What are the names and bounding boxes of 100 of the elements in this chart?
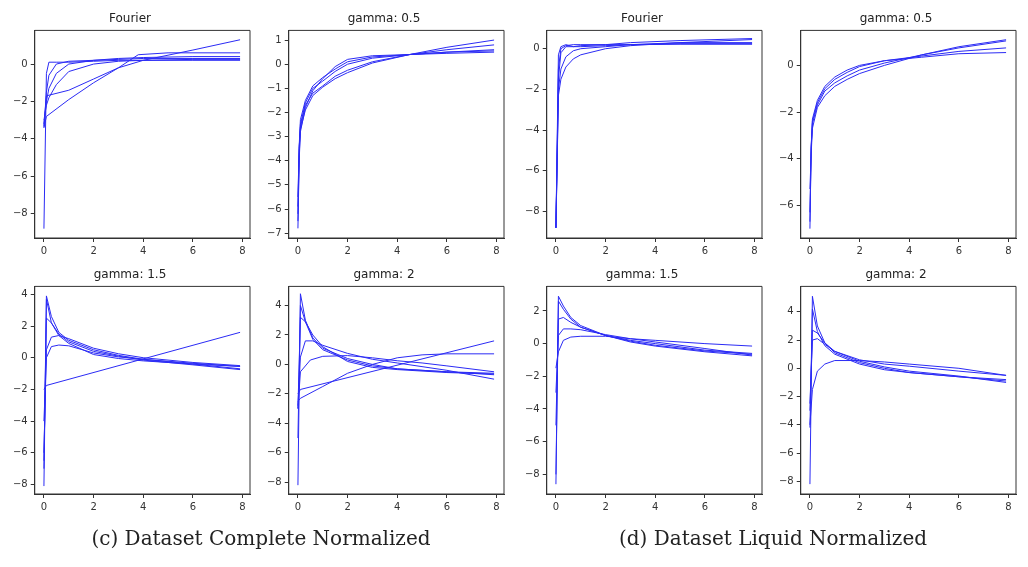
x-tick-label: 8 [751, 500, 758, 512]
x-tick-label: 6 [443, 244, 451, 256]
x-tick-label: 8 [1005, 244, 1012, 256]
y-tick-label: −8 [12, 207, 28, 219]
y-tick-label: 4 [275, 299, 282, 311]
x-tick-label: 4 [140, 500, 147, 512]
x-tick-label: 0 [806, 500, 814, 512]
x-tick-label: 4 [906, 244, 913, 256]
x-tick-label: 0 [294, 500, 302, 512]
x-tick-label: 0 [552, 244, 560, 256]
x-tick-label: 2 [602, 500, 609, 512]
x-tick-label: 8 [493, 500, 500, 512]
chart-title: gamma: 2 [865, 267, 927, 282]
y-tick-label: −2 [12, 383, 28, 394]
y-tick-label: −6 [12, 169, 28, 181]
y-tick-label: −2 [524, 83, 540, 95]
x-tick-label: 2 [90, 244, 97, 256]
y-tick-label: −6 [778, 446, 794, 458]
chart-title: gamma: 1.5 [93, 267, 167, 282]
y-tick-label: −4 [12, 414, 28, 426]
y-tick-label: −8 [524, 467, 540, 479]
x-tick-label: 2 [602, 244, 609, 256]
x-tick-label: 4 [394, 500, 401, 512]
chart-title: gamma: 0.5 [859, 11, 933, 26]
x-tick-label: 6 [955, 244, 963, 256]
x-tick-label: 4 [906, 500, 913, 512]
x-tick-label: 8 [493, 244, 500, 256]
y-tick-label: −2 [524, 369, 540, 381]
y-tick-label: 2 [533, 304, 540, 316]
x-tick-label: 8 [1005, 500, 1012, 512]
x-tick-label: 2 [856, 500, 863, 512]
y-tick-label: −8 [778, 474, 794, 486]
y-tick-label: −4 [12, 132, 28, 144]
y-tick-label: 1 [275, 33, 282, 45]
x-tick-label: 4 [652, 244, 659, 256]
y-tick-label: −6 [266, 202, 282, 214]
y-tick-label: 0 [21, 351, 28, 363]
y-tick-label: 2 [275, 328, 282, 340]
x-tick-label: 6 [189, 500, 197, 512]
chart-title: Fourier [620, 11, 664, 26]
y-tick-label: −2 [778, 105, 794, 117]
y-tick-label: −4 [778, 418, 794, 430]
y-tick-label: −5 [266, 178, 282, 190]
y-tick-label: 0 [533, 42, 540, 54]
y-tick-label: −4 [524, 402, 540, 414]
chart-title: Fourier [108, 11, 152, 26]
y-tick-label: 0 [275, 57, 282, 69]
y-tick-label: −6 [524, 435, 540, 447]
y-tick-label: −4 [524, 123, 540, 135]
y-tick-label: 0 [533, 337, 540, 349]
x-tick-label: 8 [239, 244, 246, 256]
y-tick-label: 4 [21, 287, 28, 299]
x-tick-label: 6 [189, 244, 197, 256]
y-tick-label: −2 [778, 390, 794, 402]
y-tick-label: −4 [266, 416, 282, 428]
x-tick-label: 8 [239, 500, 246, 512]
y-tick-label: −6 [266, 446, 282, 458]
chart-title: gamma: 2 [353, 267, 415, 282]
x-tick-label: 6 [701, 244, 709, 256]
y-tick-label: −6 [12, 446, 28, 458]
y-tick-label: −7 [266, 226, 282, 238]
y-tick-label: 4 [787, 305, 794, 317]
x-tick-label: 8 [751, 244, 758, 256]
y-tick-label: −4 [266, 154, 282, 166]
y-tick-label: −8 [524, 205, 540, 217]
y-tick-label: −2 [266, 387, 282, 399]
x-tick-label: 6 [701, 500, 709, 512]
y-tick-label: −6 [778, 198, 794, 210]
x-tick-label: 0 [40, 500, 48, 512]
y-tick-label: −4 [778, 152, 794, 164]
y-tick-label: 0 [787, 58, 794, 70]
x-tick-label: 2 [90, 500, 97, 512]
text: (c) Dataset Complete Normalized [90, 526, 432, 550]
y-tick-label: 0 [21, 57, 28, 69]
chart-title: gamma: 1.5 [605, 267, 679, 282]
y-tick-label: −8 [266, 475, 282, 487]
x-tick-label: 6 [955, 500, 963, 512]
y-tick-label: −2 [12, 95, 28, 107]
y-tick-label: −8 [12, 478, 28, 490]
y-tick-label: −1 [266, 81, 282, 93]
x-tick-label: 0 [552, 500, 560, 512]
x-tick-label: 0 [294, 244, 302, 256]
y-tick-label: −2 [266, 106, 282, 118]
y-tick-label: 2 [787, 333, 794, 345]
y-tick-label: −6 [524, 164, 540, 176]
x-tick-label: 0 [40, 244, 48, 256]
x-tick-label: 4 [652, 500, 659, 512]
x-tick-label: 6 [443, 500, 451, 512]
x-tick-label: 2 [344, 500, 351, 512]
x-tick-label: 0 [806, 244, 814, 256]
chart-title: gamma: 0.5 [347, 11, 421, 26]
x-tick-label: 4 [394, 244, 401, 256]
text: (d) Dataset Liquid Normalized [617, 526, 929, 550]
y-tick-label: 0 [275, 358, 282, 370]
y-tick-label: 2 [21, 319, 28, 331]
y-tick-label: 0 [787, 361, 794, 373]
x-tick-label: 4 [140, 244, 147, 256]
x-tick-label: 2 [344, 244, 351, 256]
y-tick-label: −3 [266, 130, 282, 142]
x-tick-label: 2 [856, 244, 863, 256]
